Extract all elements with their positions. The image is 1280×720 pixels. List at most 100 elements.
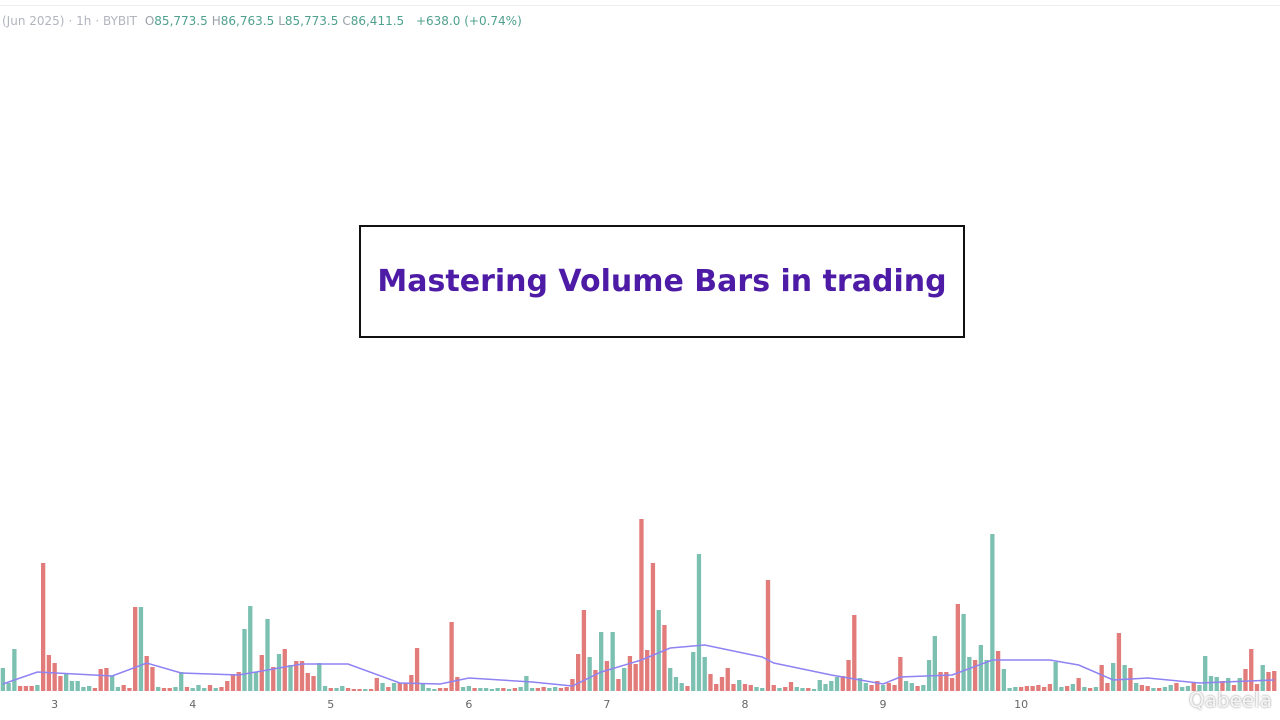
volume-bar <box>610 632 615 691</box>
volume-bar <box>1231 685 1237 691</box>
volume-bar <box>64 673 69 691</box>
volume-bar <box>230 674 236 691</box>
volume-bar <box>869 685 874 691</box>
volume-bar <box>892 685 897 691</box>
volume-bar <box>840 676 845 691</box>
volume-bar <box>0 668 6 691</box>
volume-bar <box>167 688 172 691</box>
volume-bar <box>219 687 224 691</box>
volume-bar <box>1111 663 1116 691</box>
volume-bar <box>702 657 707 691</box>
x-tick-label: 6 <box>465 698 472 711</box>
volume-bar <box>967 657 972 691</box>
volume-bar <box>69 681 75 691</box>
volume-bar <box>529 688 535 691</box>
volume-bar <box>52 663 57 691</box>
volume-bar <box>788 682 794 691</box>
volume-bar <box>357 689 362 691</box>
period: (Jun 2025) <box>2 14 65 28</box>
volume-bar <box>903 681 909 691</box>
volume-bar <box>179 672 184 691</box>
volume-bar <box>397 683 402 691</box>
volume-bar <box>995 651 1001 691</box>
volume-bar <box>420 683 425 691</box>
x-tick-label: 3 <box>51 698 58 711</box>
volume-bar <box>587 657 592 691</box>
volume-bar <box>627 656 633 691</box>
volume-bar <box>35 685 40 691</box>
volume-bar <box>639 519 644 691</box>
volume-bar <box>380 683 385 691</box>
volume-bar <box>478 688 483 691</box>
ohlc-label: H <box>211 14 221 28</box>
volume-bar <box>748 685 753 691</box>
volume-bar <box>414 648 420 691</box>
volume-bar <box>668 668 673 691</box>
volume-bar <box>1093 687 1099 691</box>
volume-bar <box>932 636 937 691</box>
volume-bar <box>1191 682 1196 691</box>
volume-bar <box>604 661 610 691</box>
volume-bar <box>581 610 587 691</box>
volume-bar <box>1082 687 1087 691</box>
ohlc: O85,773.5 H86,763.5 L85,773.5 C86,411.5 <box>145 14 408 28</box>
volume-bar <box>645 650 650 691</box>
volume-bar <box>426 688 431 691</box>
volume-bar <box>811 689 817 691</box>
legend-header: (Jun 2025) · 1h · BYBIT O85,773.5 H86,763.5… <box>2 14 522 28</box>
volume-bar <box>271 667 276 691</box>
volume-bar <box>127 688 132 691</box>
volume-bar <box>386 687 391 691</box>
volume-bar <box>1145 686 1150 691</box>
volume-bar <box>340 686 345 691</box>
volume-bar <box>501 688 506 691</box>
volume-bar <box>570 679 575 691</box>
volume-bar <box>334 688 339 691</box>
volume-bar <box>771 685 776 691</box>
volume-bar <box>1030 686 1035 691</box>
volume-bar <box>558 688 564 691</box>
volume-bar <box>259 655 264 691</box>
volume-bar <box>760 688 765 691</box>
volume-bar <box>1266 672 1271 691</box>
volume-bar <box>104 668 109 691</box>
volume-bar <box>213 688 218 691</box>
volume-bar <box>236 672 241 691</box>
volume-bar <box>1047 684 1053 691</box>
volume-bar <box>978 645 984 691</box>
volume-bar <box>1260 665 1265 691</box>
volume-bar <box>363 689 368 691</box>
volume-bar <box>322 686 328 691</box>
volume-bar <box>110 676 115 691</box>
x-tick-label: 8 <box>741 698 748 711</box>
volume-bar <box>857 678 863 691</box>
watermark: Qabeela <box>1188 688 1272 712</box>
volume-bar <box>17 686 23 691</box>
volume-bar <box>794 687 799 691</box>
volume-bar <box>1007 688 1012 691</box>
volume-bar <box>1254 684 1260 691</box>
volume-bar <box>898 657 903 691</box>
volume-bar <box>547 688 552 691</box>
volume-bar <box>1174 683 1179 691</box>
ohlc-value: 86,763.5 <box>220 14 275 28</box>
volume-bar <box>1064 686 1070 691</box>
title: Mastering Volume Bars in trading <box>377 264 947 299</box>
volume-bar <box>1013 687 1018 691</box>
volume-bar <box>834 677 840 691</box>
volume-bar <box>1036 685 1041 691</box>
volume-bar <box>495 688 500 691</box>
volume-bar <box>564 687 569 691</box>
volume-bar <box>1116 633 1122 691</box>
volume-bar <box>1139 685 1145 691</box>
volume-bar <box>541 687 546 691</box>
volume-bar <box>144 656 149 691</box>
volume-bar <box>196 685 201 691</box>
volume-bar <box>294 661 299 691</box>
volume-bar <box>817 680 822 691</box>
volume-bar <box>944 672 949 691</box>
volume-bar <box>305 673 310 691</box>
volume-bar <box>92 688 98 691</box>
